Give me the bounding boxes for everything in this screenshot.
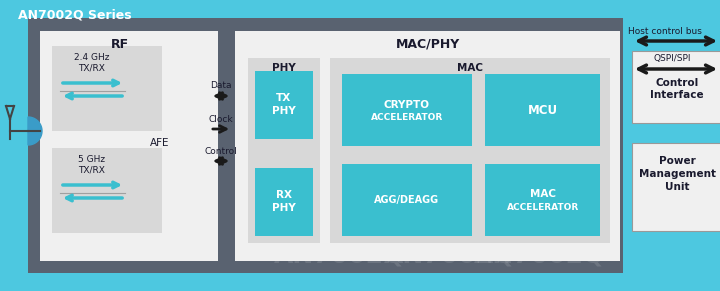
Text: QSPI/SPI: QSPI/SPI <box>653 54 690 63</box>
Text: MCU: MCU <box>528 104 558 116</box>
Text: AN7002Q: AN7002Q <box>474 244 606 268</box>
Text: Unit: Unit <box>665 182 689 192</box>
Text: PHY: PHY <box>272 63 296 73</box>
Bar <box>255 168 313 236</box>
Bar <box>248 58 320 243</box>
Text: AN7002Q: AN7002Q <box>274 244 405 268</box>
Polygon shape <box>28 117 42 145</box>
Text: MAC/PHY: MAC/PHY <box>396 38 460 51</box>
Text: CRYPTO: CRYPTO <box>384 100 430 110</box>
Text: AN7002Q Series: AN7002Q Series <box>18 8 132 22</box>
Text: AN7002Q: AN7002Q <box>384 244 516 268</box>
Text: ACCELERATOR: ACCELERATOR <box>371 113 443 123</box>
Bar <box>255 71 313 139</box>
Bar <box>40 31 218 261</box>
Text: TX/RX: TX/RX <box>78 63 105 72</box>
Text: PHY: PHY <box>272 106 296 116</box>
Text: 2.4 GHz: 2.4 GHz <box>74 54 109 63</box>
Text: TX/RX: TX/RX <box>78 166 105 175</box>
Text: Interface: Interface <box>650 90 704 100</box>
Bar <box>52 46 162 131</box>
Bar <box>330 58 610 243</box>
Text: Management: Management <box>639 169 716 179</box>
Bar <box>28 18 623 273</box>
Text: ACCELERATOR: ACCELERATOR <box>507 203 579 212</box>
Text: RF: RF <box>111 38 129 51</box>
Text: RX: RX <box>276 190 292 200</box>
Text: Data: Data <box>210 81 232 91</box>
Text: Host control bus: Host control bus <box>628 26 702 36</box>
Text: 5 GHz: 5 GHz <box>78 155 106 164</box>
Text: MAC: MAC <box>457 63 483 73</box>
Text: AGG/DEAGG: AGG/DEAGG <box>374 195 440 205</box>
Text: Clock: Clock <box>209 114 233 123</box>
Bar <box>342 164 472 236</box>
Text: AFE: AFE <box>150 138 170 148</box>
Text: Control: Control <box>204 146 238 155</box>
Bar <box>342 74 472 146</box>
Bar <box>485 164 600 236</box>
Text: Power: Power <box>659 156 696 166</box>
Bar <box>235 31 620 261</box>
Bar <box>485 74 600 146</box>
Text: MAC: MAC <box>530 189 556 199</box>
Bar <box>632 51 720 123</box>
Text: TX: TX <box>276 93 292 103</box>
Bar <box>52 148 162 233</box>
Text: PHY: PHY <box>272 203 296 213</box>
Bar <box>632 143 720 231</box>
Text: Control: Control <box>655 78 698 88</box>
